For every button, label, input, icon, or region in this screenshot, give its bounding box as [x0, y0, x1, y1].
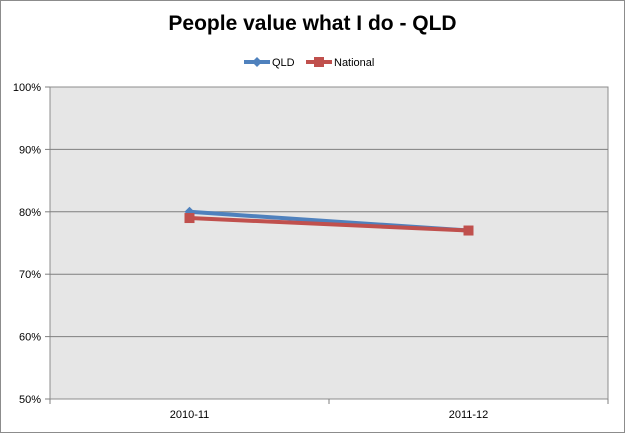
legend: QLD National — [244, 57, 374, 69]
series-layer — [184, 206, 474, 236]
axes: 50% 60% 70% 80% 90% 100% 2010-11 2011-12 — [13, 82, 609, 421]
plot-area — [49, 86, 609, 400]
y-tick-label: 90% — [19, 144, 41, 156]
x-tick-label: 2011-12 — [449, 409, 489, 421]
data-point — [463, 225, 474, 236]
y-tick-label: 60% — [19, 332, 41, 344]
gridlines — [50, 148, 608, 338]
y-tick-label: 70% — [19, 269, 41, 281]
legend-label: National — [334, 57, 374, 69]
y-tick-label: 50% — [19, 394, 41, 406]
x-tick-label: 2010-11 — [170, 409, 210, 421]
chart-title: People value what I do - QLD — [168, 12, 457, 35]
legend-marker — [314, 57, 324, 67]
series-line — [189, 216, 469, 233]
legend-marker — [252, 57, 262, 67]
legend-entry-qld: QLD — [244, 57, 295, 69]
legend-entry-national: National — [306, 57, 374, 69]
data-point — [184, 213, 195, 224]
legend-label: QLD — [272, 57, 295, 69]
series-national — [184, 213, 474, 236]
y-tick-label: 80% — [19, 207, 41, 219]
y-tick-label: 100% — [13, 82, 41, 94]
